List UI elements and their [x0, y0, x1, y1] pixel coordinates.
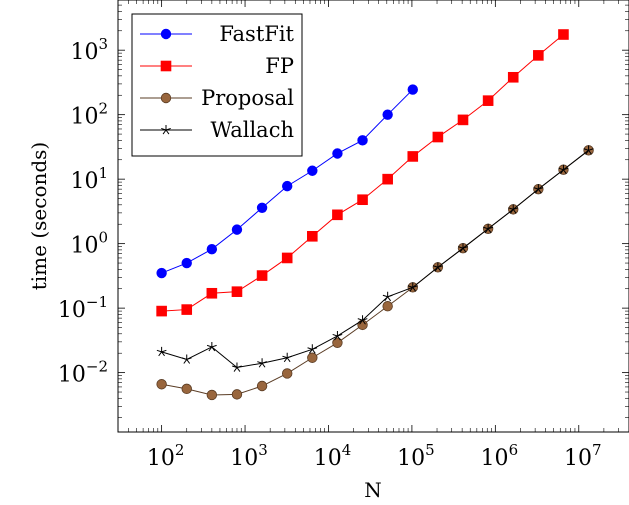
data-point — [558, 29, 569, 40]
legend-marker — [160, 60, 172, 72]
data-point — [181, 383, 192, 395]
data-point — [156, 305, 167, 317]
data-point — [256, 202, 268, 213]
data-point — [181, 257, 192, 269]
data-point — [332, 337, 343, 348]
x-tick-label: 106 — [481, 441, 519, 471]
major-ticks — [118, 0, 629, 432]
legend-entry: FP — [140, 54, 294, 78]
data-point — [382, 301, 393, 312]
y-tick-label: 10−2 — [58, 358, 108, 388]
y-tick-label: 102 — [70, 100, 108, 130]
legend: FastFit FP Proposal Wallach — [131, 13, 303, 157]
data-point — [432, 262, 443, 272]
y-axis-label: time (seconds) — [27, 142, 51, 291]
data-point — [357, 135, 368, 146]
x-tick-label: 104 — [314, 441, 352, 471]
data-point — [533, 184, 544, 194]
data-point — [583, 145, 594, 155]
data-point — [307, 352, 318, 363]
series-wallach — [156, 145, 594, 372]
series-line — [161, 149, 589, 369]
data-point — [256, 270, 268, 281]
data-point — [281, 252, 293, 264]
data-point — [232, 362, 242, 372]
data-point — [156, 346, 167, 357]
tick-labels: 102 103 104 105 106 107 10−2 10−1 100 101 102 103 — [58, 35, 602, 471]
data-point — [458, 243, 468, 253]
x-tick-label: 103 — [230, 441, 268, 471]
data-point — [181, 354, 192, 364]
data-point — [357, 315, 368, 325]
plot-frame — [117, 0, 629, 433]
legend-label: FP — [265, 54, 294, 78]
data-point — [206, 389, 218, 401]
data-point — [281, 180, 293, 192]
data-point — [231, 224, 243, 235]
data-point — [482, 95, 494, 106]
legend-entry: Proposal — [140, 86, 294, 110]
data-point — [407, 84, 418, 95]
legend-marker — [160, 28, 172, 40]
data-point — [382, 109, 393, 120]
legend-label: Proposal — [201, 86, 294, 110]
legend-label: FastFit — [219, 22, 294, 46]
data-point — [483, 223, 494, 234]
data-point — [332, 330, 343, 341]
data-point — [332, 148, 343, 159]
data-point — [307, 344, 318, 354]
y-tick-label: 10−1 — [58, 293, 108, 323]
series-fp — [156, 29, 569, 317]
data-point — [156, 379, 167, 390]
data-point — [508, 204, 519, 214]
data-point — [282, 352, 293, 363]
legend-entry: FastFit — [140, 22, 295, 46]
data-point — [231, 389, 243, 400]
legend-box — [131, 13, 303, 157]
y-tick-label: 101 — [70, 164, 108, 194]
series-fastfit — [156, 84, 418, 279]
y-tick-label: 103 — [70, 35, 108, 65]
data-point — [382, 291, 393, 302]
x-tick-label: 102 — [147, 441, 185, 471]
series-layer — [156, 29, 594, 401]
series-proposal — [156, 145, 594, 401]
data-point — [206, 341, 217, 352]
data-point — [407, 151, 419, 162]
data-point — [382, 173, 393, 185]
data-point — [206, 244, 218, 255]
legend-entry: Wallach — [140, 118, 294, 142]
data-point — [507, 71, 519, 83]
x-tick-label: 105 — [397, 441, 435, 471]
legend-label: Wallach — [210, 118, 294, 142]
data-point — [357, 319, 368, 331]
minor-ticks — [117, 0, 629, 432]
data-point — [533, 50, 544, 61]
data-point — [281, 368, 293, 379]
data-point — [307, 230, 318, 242]
data-point — [231, 286, 243, 297]
data-point — [558, 164, 569, 175]
data-point — [357, 194, 368, 206]
y-tick-label: 100 — [70, 229, 108, 259]
data-point — [307, 165, 318, 176]
data-point — [457, 114, 469, 126]
data-point — [257, 358, 267, 368]
data-point — [181, 304, 193, 315]
legend-marker — [160, 92, 172, 104]
x-tick-label: 107 — [564, 441, 602, 471]
data-point — [432, 131, 444, 143]
legend-marker — [161, 125, 171, 135]
data-point — [256, 380, 268, 392]
data-point — [156, 267, 167, 279]
data-point — [332, 209, 343, 221]
data-point — [206, 287, 218, 299]
x-axis-label: N — [364, 478, 382, 502]
data-point — [407, 282, 418, 292]
